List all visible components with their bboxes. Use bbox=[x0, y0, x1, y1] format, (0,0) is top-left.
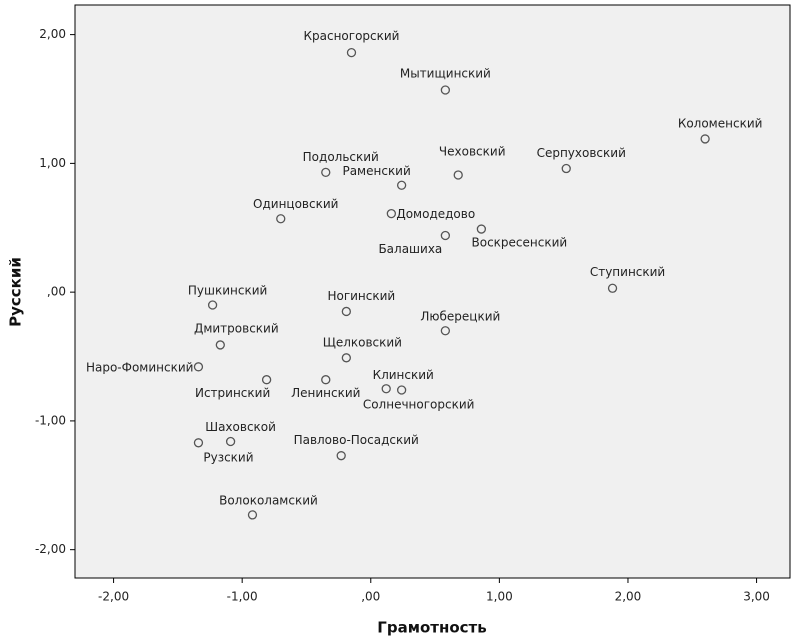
point bbox=[193, 362, 204, 372]
point-label: Пушкинский bbox=[188, 284, 267, 298]
x-tick-label: 2,00 bbox=[615, 590, 642, 604]
point-label: Солнечногорский bbox=[363, 398, 475, 412]
point-label: Наро-Фоминский bbox=[86, 360, 193, 374]
point bbox=[386, 208, 396, 219]
point-label: Истринский bbox=[195, 386, 270, 400]
point-label: Красногорский bbox=[303, 29, 399, 43]
y-tick-label: -1,00 bbox=[35, 413, 66, 427]
point bbox=[476, 224, 487, 234]
point-label: Чеховский bbox=[439, 144, 506, 158]
point-label: Ленинский bbox=[291, 386, 360, 400]
point bbox=[440, 230, 451, 241]
point-label: Воскресенский bbox=[472, 236, 568, 250]
point bbox=[440, 326, 451, 336]
point bbox=[276, 214, 286, 224]
point-label: Мытищинский bbox=[400, 66, 491, 80]
point-label: Коломенский bbox=[678, 116, 763, 130]
point-label: Серпуховский bbox=[537, 146, 626, 160]
point bbox=[396, 385, 407, 395]
point-label: Домодедово bbox=[396, 207, 475, 221]
point bbox=[247, 510, 258, 520]
point-label: Одинцовский bbox=[253, 197, 338, 211]
x-axis-title: Грамотность bbox=[377, 619, 486, 637]
x-tick-label: 1,00 bbox=[486, 590, 513, 604]
point bbox=[607, 283, 618, 293]
point bbox=[215, 340, 225, 350]
point bbox=[440, 85, 451, 95]
x-tick-label: 3,00 bbox=[743, 590, 770, 604]
point bbox=[321, 375, 331, 385]
point-label: Ступинский bbox=[590, 265, 665, 279]
y-tick-label: -2,00 bbox=[35, 542, 66, 556]
x-tick-label: -2,00 bbox=[98, 590, 129, 604]
point-label: Ногинский bbox=[327, 289, 395, 303]
x-tick-label: -1,00 bbox=[227, 590, 258, 604]
y-tick-label: 2,00 bbox=[39, 27, 66, 41]
point-label: Волоколамский bbox=[219, 493, 318, 507]
point bbox=[453, 170, 463, 180]
point-label: Рузский bbox=[203, 450, 253, 464]
point bbox=[261, 375, 272, 385]
point-label: Балашиха bbox=[378, 242, 442, 256]
point-label: Дмитровский bbox=[194, 321, 279, 335]
point-label: Подольский bbox=[303, 150, 379, 164]
point-label: Клинский bbox=[373, 368, 434, 382]
y-tick-label: 1,00 bbox=[39, 156, 66, 170]
point bbox=[700, 134, 710, 144]
point bbox=[341, 353, 351, 363]
y-tick-label: ,00 bbox=[47, 285, 66, 299]
point-label: Шаховской bbox=[205, 420, 276, 434]
point bbox=[193, 438, 204, 448]
point bbox=[321, 167, 331, 178]
point-label: Щелковский bbox=[323, 335, 402, 349]
x-tick-label: ,00 bbox=[361, 590, 380, 604]
point bbox=[336, 451, 346, 461]
point bbox=[381, 384, 391, 394]
plot-area bbox=[74, 4, 791, 579]
point bbox=[341, 306, 351, 317]
point bbox=[396, 180, 407, 190]
point bbox=[225, 436, 236, 447]
point bbox=[346, 47, 357, 58]
point-label: Павлово-Посадский bbox=[294, 433, 419, 447]
point-label: Люберецкий bbox=[420, 309, 500, 323]
point-label: Раменский bbox=[342, 164, 410, 178]
point bbox=[561, 163, 571, 174]
y-axis-title: Русский bbox=[7, 257, 25, 327]
point bbox=[207, 300, 218, 310]
